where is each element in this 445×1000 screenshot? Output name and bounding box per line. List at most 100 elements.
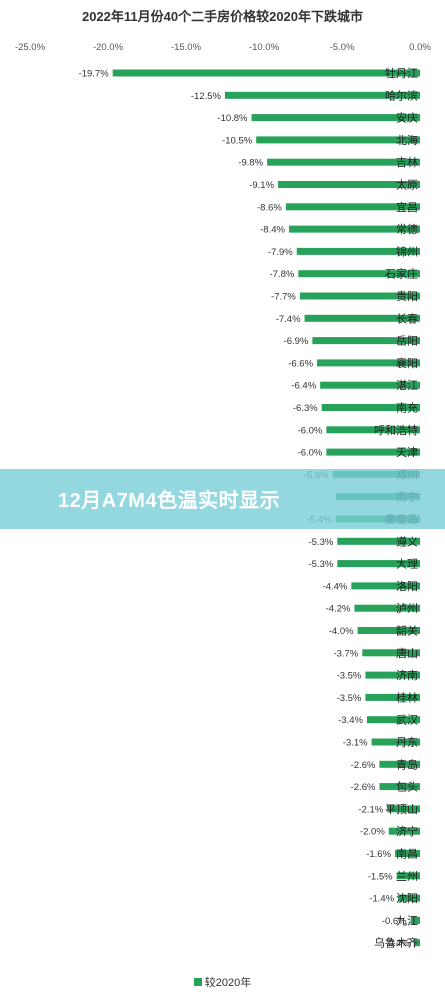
- bar: [365, 693, 420, 701]
- data-label: -19.7%: [79, 69, 110, 80]
- bar: [365, 671, 420, 679]
- data-label: -1.6%: [366, 849, 391, 860]
- category-label: 洛阳: [396, 579, 418, 593]
- data-label: -6.0%: [298, 448, 323, 459]
- data-label: -6.6%: [288, 358, 313, 369]
- x-tick-label: -5.0%: [330, 42, 355, 53]
- category-label: 湛江: [396, 379, 418, 392]
- chart-title: 2022年11月份40个二手房价格较2020年下跌城市: [81, 9, 364, 24]
- bar: [337, 560, 420, 568]
- data-label: -7.4%: [276, 314, 301, 325]
- category-label: 南充: [396, 401, 418, 415]
- bar: [225, 91, 420, 99]
- category-label: 牡丹江: [385, 66, 418, 80]
- category-label: 济南: [396, 668, 418, 682]
- x-tick-label: -25.0%: [15, 42, 46, 53]
- data-label: -3.7%: [333, 648, 358, 659]
- data-label: -10.8%: [217, 113, 248, 124]
- data-label: -10.5%: [222, 135, 253, 146]
- category-label: 天津: [396, 446, 418, 459]
- data-label: -6.9%: [284, 336, 309, 347]
- category-label: 青岛: [396, 757, 418, 771]
- category-label: 九江: [396, 914, 418, 927]
- category-label: 安庆: [396, 111, 418, 125]
- bar: [413, 939, 420, 947]
- category-label: 包头: [396, 781, 418, 794]
- bar: [326, 448, 420, 456]
- data-label: -1.5%: [368, 871, 393, 882]
- x-tick-label: -15.0%: [171, 42, 202, 53]
- bar: [312, 337, 420, 345]
- bar: [256, 136, 420, 144]
- data-label: -6.3%: [293, 403, 318, 414]
- bar: [357, 627, 420, 634]
- data-label: -4.2%: [326, 604, 351, 615]
- legend: 较2020年: [0, 974, 445, 990]
- data-label: -12.5%: [191, 91, 222, 102]
- data-label: -7.8%: [269, 269, 294, 280]
- bar: [379, 783, 420, 791]
- category-label: 兰州: [396, 870, 418, 883]
- bar: [387, 805, 420, 813]
- data-label: -7.9%: [268, 247, 293, 258]
- data-label: -2.0%: [360, 827, 385, 838]
- x-tick-label: -20.0%: [93, 42, 124, 53]
- bar: [298, 270, 420, 278]
- bar: [326, 426, 420, 434]
- data-label: -1.4%: [369, 894, 394, 905]
- bar: [278, 181, 420, 188]
- data-label: -9.8%: [238, 158, 263, 169]
- bar: [296, 247, 420, 255]
- category-label: 遵义: [396, 534, 418, 548]
- bar: [395, 850, 420, 857]
- category-label: 呼和浩特: [374, 423, 418, 437]
- data-label: -2.6%: [351, 782, 376, 793]
- category-label: 岳阳: [396, 335, 418, 348]
- category-label: 丹东: [396, 736, 418, 749]
- category-label: 沈阳: [396, 891, 418, 905]
- data-label: -6.4%: [291, 381, 316, 392]
- bar: [304, 314, 420, 322]
- data-label: -3.5%: [337, 693, 362, 704]
- data-label: -2.6%: [351, 760, 376, 771]
- bar: [112, 69, 421, 77]
- legend-label: 较2020年: [204, 977, 252, 989]
- bar: [379, 760, 420, 768]
- bar: [321, 404, 420, 411]
- category-label: 韶关: [396, 624, 418, 638]
- data-label: -0.6%: [382, 916, 407, 927]
- category-label: 武汉: [396, 714, 418, 727]
- bar: [354, 604, 420, 612]
- data-label: -4.4%: [323, 581, 348, 592]
- category-label: 宜昌: [396, 200, 418, 214]
- category-label: 哈尔滨: [385, 88, 418, 102]
- category-label: 乌鲁木齐: [374, 936, 418, 950]
- bar: [398, 894, 420, 902]
- category-label: 常德: [396, 222, 418, 236]
- data-label: -2.1%: [358, 804, 383, 815]
- x-tick-label: 0.0%: [409, 42, 431, 53]
- overlay-caption: 12月A7M4色温实时显示: [58, 490, 281, 512]
- category-label: 桂林: [396, 690, 418, 704]
- bar: [288, 225, 420, 233]
- bar: [362, 649, 420, 657]
- data-label: -8.4%: [260, 225, 285, 236]
- data-label: -9.1%: [249, 180, 274, 191]
- bar: [285, 203, 420, 211]
- bar: [267, 158, 420, 166]
- category-label: 长春: [396, 312, 418, 325]
- category-label: 贵阳: [396, 290, 418, 303]
- bar: [337, 537, 420, 545]
- data-label: -6.0%: [298, 425, 323, 436]
- category-label: 泸州: [396, 602, 418, 615]
- data-label: -5.3%: [308, 559, 333, 570]
- category-label: 吉林: [396, 155, 418, 169]
- category-label: 石家庄: [385, 267, 418, 281]
- legend-swatch: [193, 978, 202, 986]
- category-label: 济宁: [396, 824, 418, 838]
- data-label: -4.0%: [329, 626, 354, 637]
- bar: [299, 292, 420, 300]
- category-label: 太原: [396, 179, 418, 192]
- data-label: -3.5%: [337, 671, 362, 682]
- category-label: 襄阳: [396, 356, 418, 370]
